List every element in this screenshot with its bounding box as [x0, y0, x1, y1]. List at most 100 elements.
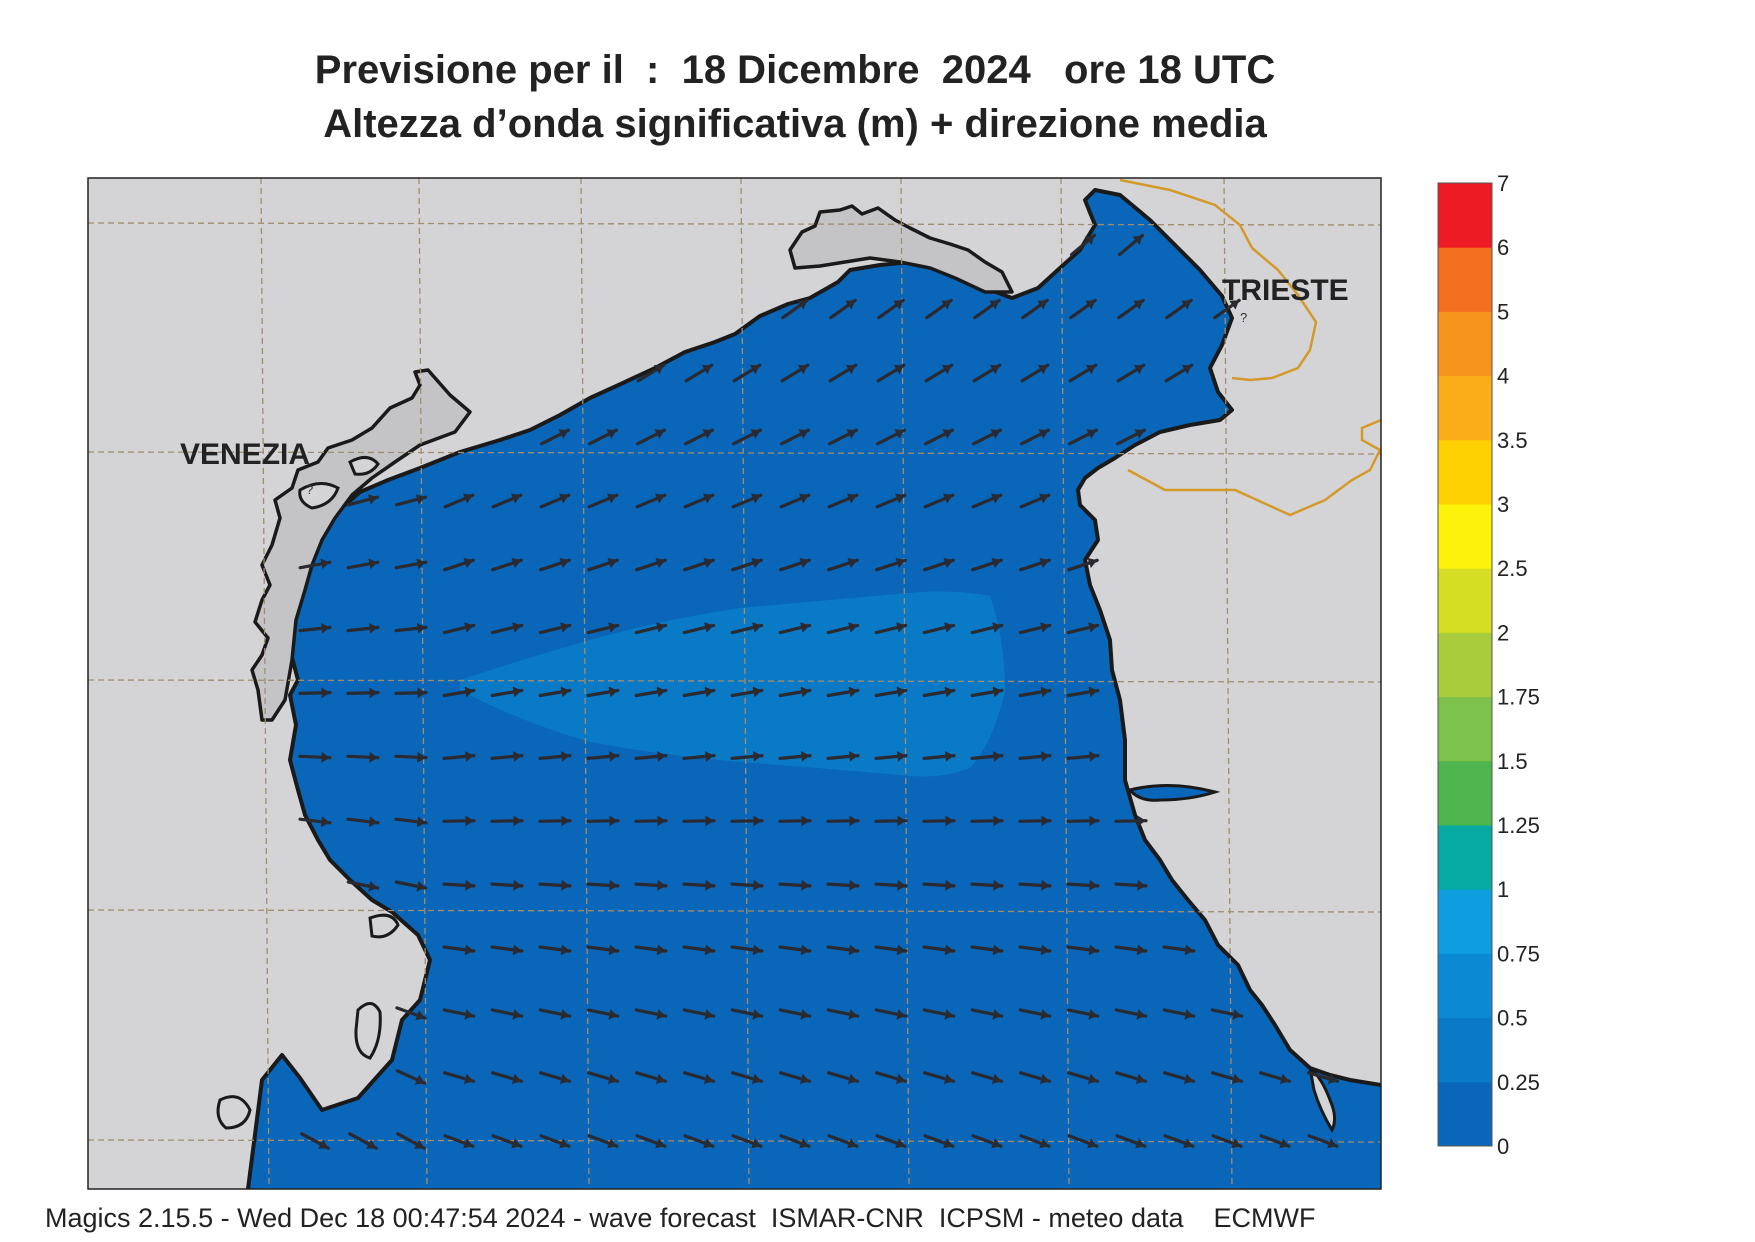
wave-arrow-head	[942, 429, 953, 439]
wave-arrow-head	[1088, 686, 1098, 698]
wave-arrow-head	[991, 557, 1002, 568]
wave-arrow-head	[897, 880, 906, 891]
colorbar-swatch	[1438, 953, 1492, 1019]
wave-band-025-05	[460, 591, 1005, 777]
wave-arrow-head	[1041, 751, 1050, 762]
wave-arrow-head	[1037, 365, 1048, 375]
wave-arrow-head	[657, 751, 666, 762]
wave-arrow-head	[847, 557, 858, 568]
wave-arrow-head	[320, 558, 330, 570]
wave-arrow-head	[417, 623, 426, 634]
grid-parallel	[88, 1139, 1381, 1143]
wave-arrow-head	[799, 557, 810, 568]
wave-arrow-head	[655, 1138, 665, 1149]
wave-arrow-head	[893, 300, 904, 310]
grid-meridian	[260, 178, 270, 1189]
wave-arrow-head	[897, 751, 906, 762]
wave-arrow-head	[752, 944, 762, 956]
wave-arrow-head	[1133, 365, 1144, 375]
national-border	[1119, 178, 1381, 517]
wave-arrow-head	[800, 686, 810, 698]
wave-arrow-head	[801, 880, 810, 891]
wave-arrow-head	[465, 880, 474, 891]
wave-arrow-head	[945, 751, 954, 762]
city-label-trieste: TRIESTE	[1222, 274, 1349, 307]
wave-arrow-head	[751, 557, 762, 568]
wave-arrow-head	[701, 365, 712, 375]
wave-arrow-head	[320, 816, 330, 828]
wave-arrow-head	[705, 815, 714, 827]
wave-arrow-head	[511, 1138, 521, 1149]
wave-arrow-head	[797, 300, 808, 310]
colorbar-swatch	[1438, 889, 1492, 954]
wave-arrow-head	[849, 880, 858, 891]
wave-arrow-head	[943, 1138, 953, 1149]
wave-arrow-head	[1038, 429, 1049, 439]
wave-arrow-head	[1085, 365, 1096, 375]
colorbar-label: 0	[1497, 1134, 1509, 1159]
wave-arrow-head	[1084, 235, 1095, 245]
wave-arrow-head	[849, 815, 858, 827]
wave-arrow-head	[895, 1138, 905, 1149]
wave-arrow-head	[655, 493, 665, 504]
wave-arrow-head	[656, 944, 666, 956]
wave-arrow-head	[1041, 815, 1050, 827]
wave-arrow-head	[559, 557, 570, 568]
wave-arrow-head	[703, 1138, 713, 1149]
wave-arrow-head	[1184, 944, 1194, 956]
grid-parallel	[88, 451, 1381, 455]
wave-arrow-head	[656, 1009, 666, 1020]
wave-arrow-head	[1087, 557, 1098, 568]
wave-arrow-head	[560, 622, 570, 633]
wave-arrow-head	[846, 429, 857, 439]
colorbar-label: 4	[1497, 364, 1509, 389]
wave-arrow-head	[895, 1073, 906, 1084]
footer-credits: Magics 2.15.5 - Wed Dec 18 00:47:54 2024…	[45, 1203, 1316, 1233]
wave-arrow-head	[1039, 557, 1050, 568]
grid-parallel	[88, 909, 1381, 913]
colorbar-swatch	[1438, 183, 1492, 248]
lagoon-islet	[348, 456, 380, 476]
wave-arrow-head	[1087, 1138, 1097, 1149]
wave-arrow-head	[992, 622, 1002, 633]
wave-arrow-head	[1137, 880, 1146, 891]
wave-arrow-head	[800, 1009, 810, 1020]
wave-arrow-head	[705, 751, 714, 762]
wave-arrow-head	[607, 557, 618, 568]
wave-arrow-head	[1037, 300, 1048, 310]
wave-arrow-head	[845, 365, 856, 375]
wave-arrow-head	[704, 622, 714, 633]
wave-arrow-head	[368, 558, 378, 570]
wave-arrow-head	[559, 1138, 569, 1149]
wave-arrow-head	[753, 751, 762, 762]
wave-arrow-head	[1040, 944, 1050, 956]
wave-arrow-head	[1135, 1073, 1146, 1084]
colorbar-swatch	[1438, 825, 1492, 890]
wave-arrow-head	[1132, 235, 1143, 245]
wave-arrow-head	[703, 1073, 714, 1084]
wave-arrow-head	[1088, 944, 1098, 956]
wave-arrow-head	[655, 1073, 666, 1084]
colorbar-swatch	[1438, 439, 1492, 505]
colorbar-label: 5	[1497, 299, 1509, 324]
colorbar-label: 7	[1497, 171, 1509, 196]
grid-meridian	[418, 178, 428, 1189]
colorbar-label: 3.5	[1497, 428, 1528, 453]
grid-parallel	[88, 222, 1381, 226]
wave-arrow-head	[944, 1009, 954, 1020]
wave-arrow-head	[749, 365, 760, 375]
wave-arrow-head	[704, 1009, 714, 1020]
grid-meridian	[1060, 178, 1070, 1189]
colorbar-swatch	[1438, 504, 1492, 569]
wave-arrow-head	[654, 429, 665, 439]
title-line-2: Altezza d’onda significativa (m) + direz…	[323, 102, 1267, 146]
wave-arrow-head	[847, 1073, 858, 1084]
wave-arrow-head	[321, 752, 330, 763]
wave-arrow-head	[607, 1073, 618, 1084]
wave-arrow-head	[897, 815, 906, 827]
wave-arrow-head	[609, 880, 618, 891]
wave-arrow-head	[896, 622, 906, 633]
wave-arrow-head	[1040, 686, 1050, 698]
colorbar-swatch	[1438, 1081, 1492, 1147]
